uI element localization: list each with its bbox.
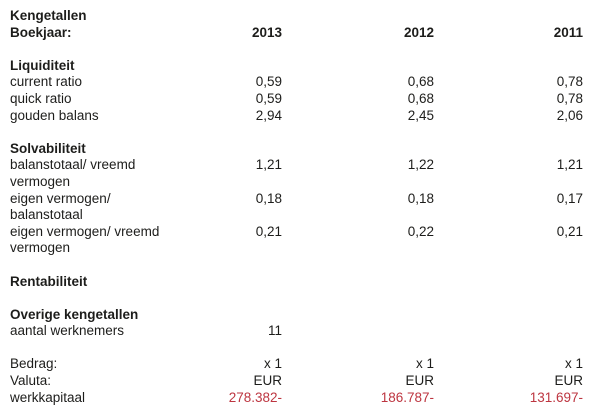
table-row-bedrag: Bedrag: x 1 x 1 x 1	[10, 356, 583, 373]
report-title: Kengetallen	[10, 8, 87, 23]
row-label: eigen vermogen/ vreemd vermogen	[10, 223, 160, 256]
spacer-row	[10, 340, 583, 357]
column-header-2011: 2011	[553, 24, 583, 40]
value-2012: x 1	[415, 356, 434, 372]
boekjaar-label: Boekjaar:	[10, 24, 72, 40]
section-header-liquiditeit: Liquiditeit	[10, 58, 583, 75]
table-row-werkkapitaal: werkkapitaal 278.382- 186.787- 131.697-	[10, 390, 583, 407]
value-2012: 0,68	[407, 74, 434, 90]
section-title: Rentabiliteit	[10, 273, 88, 289]
value-2011: x 1	[564, 356, 583, 372]
table-row-aantal-werknemers: aantal werknemers 11	[10, 323, 583, 340]
row-label: quick ratio	[10, 90, 72, 106]
spacer-row	[10, 41, 583, 58]
value-2013: 1,21	[255, 157, 282, 173]
value-2011: 1,21	[556, 157, 583, 173]
section-title: Overige kengetallen	[10, 306, 139, 322]
value-2011: 2,06	[556, 107, 583, 123]
table-row-quick-ratio: quick ratio 0,59 0,68 0,78	[10, 91, 583, 108]
row-label: gouden balans	[10, 107, 99, 123]
row-label: Valuta:	[10, 373, 52, 389]
value-2011: 0,21	[556, 223, 583, 239]
value-2011: 0,78	[556, 74, 583, 90]
section-header-rentabiliteit: Rentabiliteit	[10, 274, 583, 291]
section-header-solvabiliteit: Solvabiliteit	[10, 141, 583, 158]
value-2012: 1,22	[407, 157, 434, 173]
value-2012: 2,45	[407, 107, 434, 123]
value-2013: EUR	[253, 373, 282, 389]
value-2012: 0,68	[407, 90, 434, 106]
value-2013: 2,94	[255, 107, 282, 123]
row-label: Bedrag:	[10, 356, 58, 372]
table-row-balanstotaal-vreemd-vermogen: balanstotaal/ vreemd vermogen 1,21 1,22 …	[10, 157, 583, 190]
value-2013-negative: 278.382-	[228, 389, 282, 405]
table-row-eigen-vermogen-vreemd-vermogen: eigen vermogen/ vreemd vermogen 0,21 0,2…	[10, 224, 583, 257]
value-2011: EUR	[554, 373, 583, 389]
value-2012: EUR	[405, 373, 434, 389]
value-2011: 0,17	[556, 190, 583, 206]
section-title: Solvabiliteit	[10, 140, 86, 156]
value-2013: 0,18	[255, 190, 282, 206]
spacer-row	[10, 290, 583, 307]
row-label: aantal werknemers	[10, 323, 125, 339]
value-2011: 0,78	[556, 90, 583, 106]
value-2012-negative: 186.787-	[380, 389, 434, 405]
column-header-2012: 2012	[403, 24, 434, 40]
section-header-overige-kengetallen: Overige kengetallen	[10, 307, 583, 324]
section-title: Liquiditeit	[10, 57, 75, 73]
value-2013: 0,21	[255, 223, 282, 239]
table-row-years: Boekjaar: 2013 2012 2011	[10, 25, 583, 42]
value-2013: 0,59	[255, 90, 282, 106]
spacer-row	[10, 257, 583, 274]
spacer-row	[10, 124, 583, 141]
value-2012: 0,18	[407, 190, 434, 206]
row-label: balanstotaal/ vreemd vermogen	[10, 157, 136, 189]
table-row-current-ratio: current ratio 0,59 0,68 0,78	[10, 74, 583, 91]
value-2013: 11	[267, 323, 282, 339]
table-row-title: Kengetallen	[10, 8, 583, 25]
column-header-2013: 2013	[251, 24, 282, 40]
value-2011-negative: 131.697-	[529, 389, 583, 405]
row-label: werkkapitaal	[10, 389, 86, 405]
value-2013: 0,59	[255, 74, 282, 90]
table-row-eigen-vermogen-balanstotaal: eigen vermogen/ balanstotaal 0,18 0,18 0…	[10, 191, 583, 224]
table-row-gouden-balans: gouden balans 2,94 2,45 2,06	[10, 108, 583, 125]
table-row-valuta: Valuta: EUR EUR EUR	[10, 373, 583, 390]
row-label: eigen vermogen/ balanstotaal	[10, 190, 111, 223]
row-label: current ratio	[10, 74, 83, 90]
value-2012: 0,22	[407, 223, 434, 239]
value-2013: x 1	[263, 356, 282, 372]
